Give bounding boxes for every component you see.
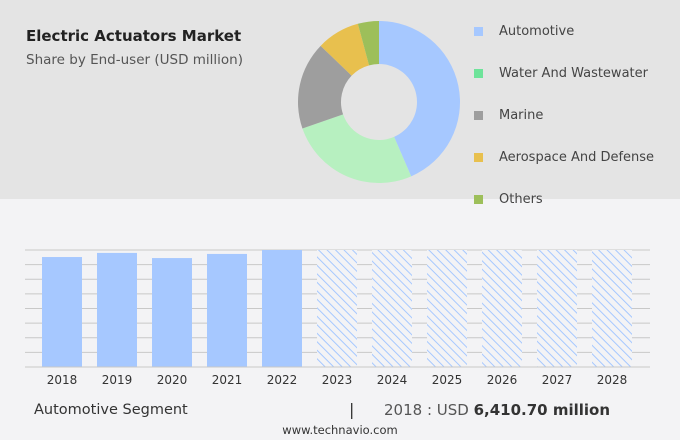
donut-slice-others <box>357 21 379 66</box>
bar-2022 <box>262 250 302 367</box>
legend-label: Aerospace And Defense <box>499 149 655 165</box>
x-tick-label: 2026 <box>487 373 518 387</box>
legend-swatch <box>474 152 483 162</box>
x-tick-label: 2020 <box>157 373 188 387</box>
x-tick-label: 2028 <box>597 373 628 387</box>
year-label: 2018 : USD <box>384 401 474 419</box>
separator: | <box>349 400 355 419</box>
value-amount: 6,410.70 million <box>473 401 611 419</box>
chart-subtitle: Share by End-user (USD million) <box>26 52 244 68</box>
legend-item: Water And Wastewater <box>474 52 654 94</box>
x-tick-label: 2024 <box>377 373 408 387</box>
forecast-bar-2025 <box>427 250 467 367</box>
legend-swatch <box>474 26 483 36</box>
legend-swatch <box>474 194 483 204</box>
legend-item: Aerospace And Defense <box>474 136 654 178</box>
bar-2021 <box>207 253 247 367</box>
donut-slice-automotive <box>379 21 461 177</box>
legend-label: Marine <box>499 107 544 123</box>
legend-item: Marine <box>474 94 654 136</box>
segment-label: Automotive Segment <box>34 402 188 418</box>
legend-item: Others <box>474 178 654 220</box>
source-site: www.technavio.com <box>282 423 398 437</box>
bar-2020 <box>152 258 192 367</box>
bar-2018 <box>42 257 82 367</box>
legend: Automotive Water And Wastewater Marine Aero… <box>474 10 654 220</box>
forecast-bar-2028 <box>592 250 632 367</box>
forecast-bar-2027 <box>537 250 577 367</box>
x-tick-label: 2022 <box>267 373 298 387</box>
x-tick-label: 2027 <box>542 373 573 387</box>
donut-slice-water-and-wastewater <box>302 114 412 184</box>
donut-slice-marine <box>298 45 352 129</box>
x-tick-label: 2018 <box>47 373 78 387</box>
legend-label: Automotive <box>499 23 575 39</box>
legend-label: Water And Wastewater <box>499 65 648 81</box>
forecast-bar-2023 <box>317 250 357 367</box>
legend-swatch <box>474 68 483 78</box>
bar-2019 <box>97 252 137 367</box>
chart-title: Electric Actuators Market <box>26 27 242 45</box>
x-tick-label: 2021 <box>212 373 243 387</box>
x-tick-label: 2025 <box>432 373 463 387</box>
legend-swatch <box>474 110 483 120</box>
forecast-bar-2024 <box>372 250 412 367</box>
legend-item: Automotive <box>474 10 654 52</box>
forecast-bar-2026 <box>482 250 522 367</box>
x-tick-label: 2019 <box>102 373 133 387</box>
donut-slice-aerospace-and-defense <box>320 23 370 76</box>
x-tick-label: 2023 <box>322 373 353 387</box>
segment-value: 2018 : USD 6,410.70 million <box>384 401 610 419</box>
legend-label: Others <box>499 191 543 207</box>
